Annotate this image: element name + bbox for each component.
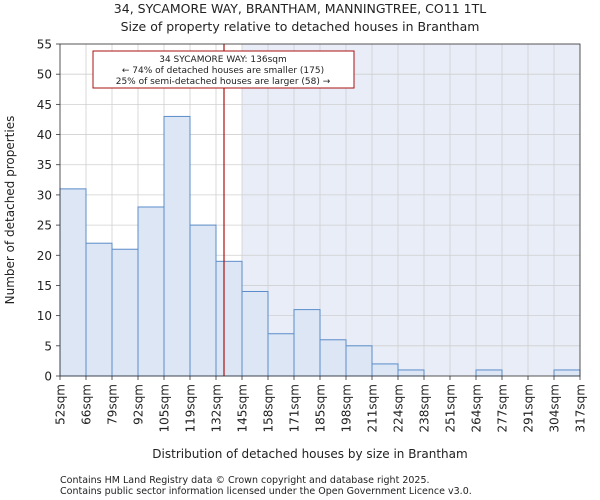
bar-132sqm bbox=[215, 260, 243, 377]
annotation-frame bbox=[92, 50, 355, 89]
bar-66sqm bbox=[85, 242, 113, 377]
y-axis-label: Number of detached properties bbox=[3, 116, 17, 305]
bar-264sqm bbox=[475, 369, 503, 377]
x-tick-label: 238sqm bbox=[418, 384, 432, 432]
bar-198sqm bbox=[345, 345, 373, 377]
x-tick-label: 145sqm bbox=[236, 384, 250, 432]
footer-line2: Contains public sector information licen… bbox=[60, 486, 472, 497]
x-tick-label: 291sqm bbox=[522, 384, 536, 432]
bar-119sqm bbox=[189, 224, 217, 377]
footer-line1: Contains HM Land Registry data © Crown c… bbox=[60, 475, 430, 486]
x-axis-label: Distribution of detached houses by size … bbox=[152, 447, 467, 461]
x-tick-label: 158sqm bbox=[262, 384, 276, 432]
bar-224sqm bbox=[397, 369, 425, 377]
y-tick-label: 0 bbox=[44, 370, 52, 384]
bar-92sqm bbox=[137, 206, 165, 377]
x-tick-label: 317sqm bbox=[574, 384, 588, 432]
x-tick-label: 119sqm bbox=[184, 384, 198, 432]
highlight-region bbox=[242, 44, 580, 376]
y-tick-label: 30 bbox=[37, 188, 52, 202]
bar-79sqm bbox=[111, 248, 139, 377]
bar-158sqm bbox=[267, 333, 295, 377]
y-tick-label: 5 bbox=[44, 339, 52, 353]
y-tick-label: 20 bbox=[37, 249, 52, 263]
bar-304sqm bbox=[553, 369, 581, 377]
annotation-box: 34 SYCAMORE WAY: 136sqm ← 74% of detache… bbox=[92, 50, 355, 89]
bar-145sqm bbox=[241, 290, 269, 377]
y-tick-label: 35 bbox=[37, 158, 52, 172]
y-tick-label: 25 bbox=[37, 219, 52, 233]
annotation-line1: 34 SYCAMORE WAY: 136sqm bbox=[159, 55, 287, 65]
x-tick-label: 79sqm bbox=[106, 384, 120, 425]
x-tick-label: 264sqm bbox=[470, 384, 484, 432]
x-tick-label: 185sqm bbox=[314, 384, 328, 432]
x-tick-label: 304sqm bbox=[548, 384, 562, 432]
y-tick-label: 45 bbox=[37, 98, 52, 112]
x-tick-label: 211sqm bbox=[366, 384, 380, 432]
y-tick-label: 50 bbox=[37, 68, 52, 82]
x-tick-label: 277sqm bbox=[496, 384, 510, 432]
x-tick-label: 224sqm bbox=[392, 384, 406, 432]
y-tick-label: 15 bbox=[37, 279, 52, 293]
y-tick-label: 10 bbox=[37, 309, 52, 323]
bar-52sqm bbox=[59, 188, 87, 377]
x-tick-label: 198sqm bbox=[340, 384, 354, 432]
x-tick-label: 251sqm bbox=[444, 384, 458, 432]
x-tick-label: 171sqm bbox=[288, 384, 302, 432]
x-tick-label: 52sqm bbox=[54, 384, 68, 425]
annotation-line3: 25% of semi-detached houses are larger (… bbox=[116, 77, 331, 87]
x-tick-label: 132sqm bbox=[210, 384, 224, 432]
chart-title-line2: Size of property relative to detached ho… bbox=[121, 19, 480, 34]
bar-185sqm bbox=[319, 339, 347, 377]
bar-105sqm bbox=[163, 115, 191, 377]
x-tick-label: 105sqm bbox=[158, 384, 172, 432]
bar-211sqm bbox=[371, 363, 399, 377]
y-tick-label: 40 bbox=[37, 128, 52, 142]
bar-171sqm bbox=[293, 309, 321, 377]
x-tick-label: 92sqm bbox=[132, 384, 146, 425]
x-tick-label: 66sqm bbox=[80, 384, 94, 425]
chart-title-line1: 34, SYCAMORE WAY, BRANTHAM, MANNINGTREE,… bbox=[114, 1, 486, 16]
annotation-line2: ← 74% of detached houses are smaller (17… bbox=[122, 66, 324, 76]
y-tick-label: 55 bbox=[37, 38, 52, 52]
